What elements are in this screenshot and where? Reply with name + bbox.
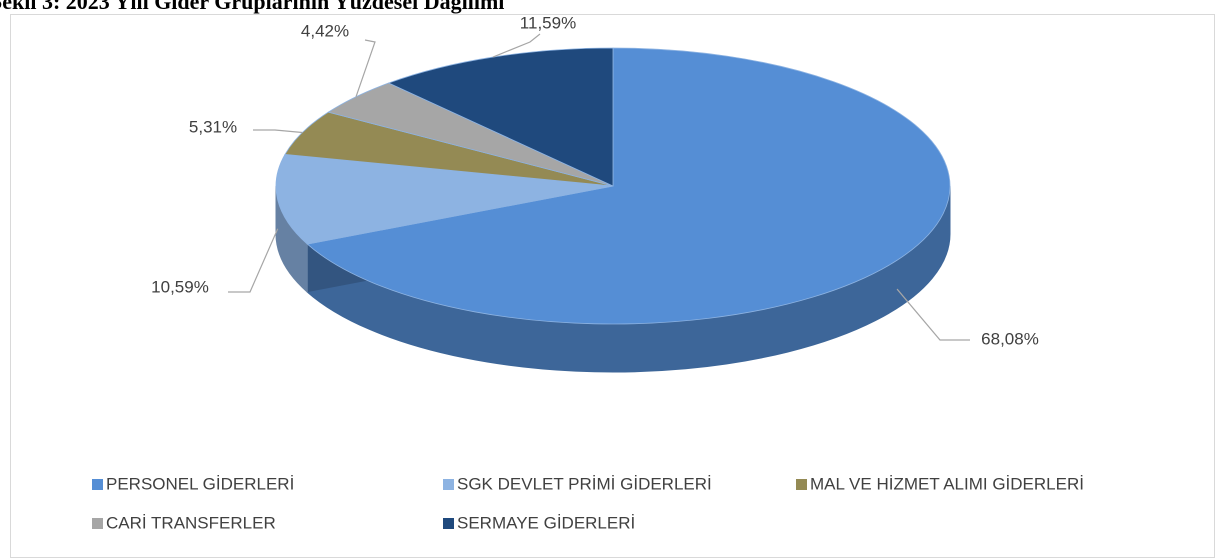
data-label: 10,59% (151, 277, 209, 296)
legend-swatch (92, 479, 103, 490)
legend-label: CARİ TRANSFERLER (106, 513, 276, 532)
leader-line (896, 288, 970, 341)
legend-swatch (92, 518, 103, 529)
leader-line (355, 39, 376, 97)
legend-label: SERMAYE GİDERLERİ (457, 513, 635, 532)
chart-title: Şekil 3: 2023 Yılı Gider Gruplarının Yüz… (0, 0, 504, 14)
data-label: 5,31% (189, 117, 237, 136)
data-label: 68,08% (981, 329, 1039, 348)
legend-swatch (796, 479, 807, 490)
leader-line (492, 33, 541, 58)
pie-slice (275, 153, 614, 245)
legend-label: MAL VE HİZMET ALIMI GİDERLERİ (810, 474, 1084, 493)
legend-swatch (443, 479, 454, 490)
data-label: 4,42% (301, 21, 349, 40)
leader-line (253, 129, 303, 134)
leader-line (228, 228, 279, 293)
legend-swatch (443, 518, 454, 529)
pie-slice (306, 47, 951, 325)
legend-label: SGK DEVLET PRİMİ GİDERLERİ (457, 474, 712, 493)
legend-label: PERSONEL GİDERLERİ (106, 474, 294, 493)
data-label: 11,59% (520, 13, 576, 32)
